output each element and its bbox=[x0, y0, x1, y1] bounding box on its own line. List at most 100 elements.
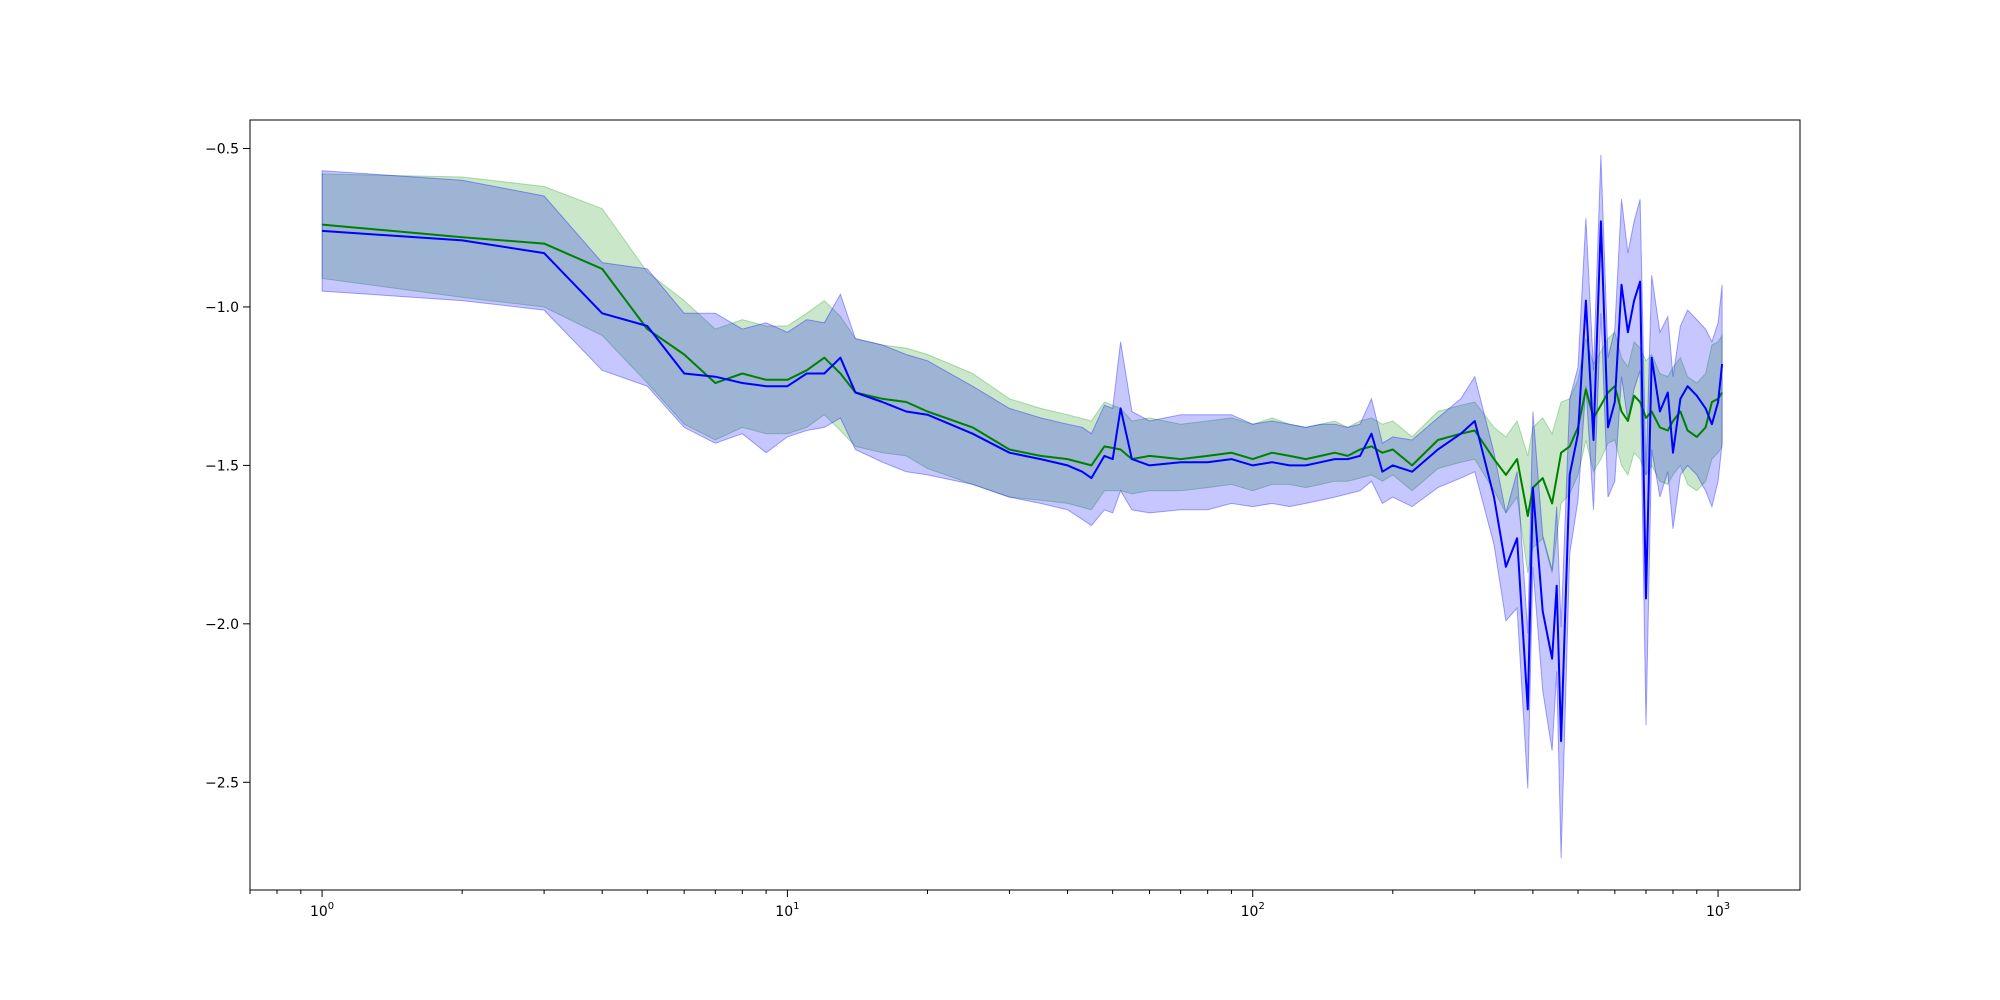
series-2-line bbox=[322, 220, 1724, 743]
series-1-point bbox=[1672, 420, 1674, 422]
series-2-point bbox=[1621, 284, 1623, 286]
series-1-point bbox=[321, 224, 323, 226]
series-2-point bbox=[1305, 465, 1307, 467]
series-2-point bbox=[1680, 398, 1682, 400]
series-1-point bbox=[840, 373, 842, 375]
series-1-point bbox=[1271, 452, 1273, 454]
series-2-band bbox=[321, 154, 1723, 859]
series-1-point bbox=[1527, 515, 1529, 517]
series-2-point bbox=[683, 373, 685, 375]
series-2-point bbox=[1560, 740, 1562, 742]
series-2-point bbox=[1252, 465, 1254, 467]
series-1-point bbox=[1252, 458, 1254, 460]
series-1-point bbox=[1659, 427, 1661, 429]
series-1-point bbox=[1231, 452, 1233, 454]
y-axis: −0.5 −1.0 −1.5 −2.0 −2.5 bbox=[205, 142, 250, 791]
series-2-point bbox=[1721, 363, 1723, 365]
series-2-point bbox=[1460, 433, 1462, 435]
series-1-point bbox=[461, 236, 463, 238]
series-2-point bbox=[1600, 221, 1602, 223]
series-1-point bbox=[1600, 404, 1602, 406]
series-1-point bbox=[1696, 436, 1698, 438]
series-1-point bbox=[1711, 401, 1713, 403]
series-2-point bbox=[927, 414, 929, 416]
series-2-point bbox=[1593, 439, 1595, 441]
series-2-point bbox=[1633, 300, 1635, 302]
series-2-point bbox=[1551, 658, 1553, 660]
series-2-point bbox=[1149, 465, 1151, 467]
series-2-point bbox=[1392, 465, 1394, 467]
series-1-point bbox=[1091, 465, 1093, 467]
series-1-point bbox=[882, 398, 884, 400]
series-1-point bbox=[1667, 430, 1669, 432]
series-1-point bbox=[1289, 455, 1291, 457]
series-2-point bbox=[1334, 458, 1336, 460]
series-1-point bbox=[1585, 389, 1587, 391]
series-1-point bbox=[1371, 446, 1373, 448]
series-1-point bbox=[1207, 455, 1209, 457]
series-1-point bbox=[1633, 395, 1635, 397]
series-2-point bbox=[1009, 452, 1011, 454]
series-1-point bbox=[1505, 474, 1507, 476]
series-2-point bbox=[1639, 281, 1641, 283]
series-1-point bbox=[683, 354, 685, 356]
series-2-point bbox=[1112, 458, 1114, 460]
series-2-point bbox=[1411, 471, 1413, 473]
series-2-point bbox=[1585, 300, 1587, 302]
series-2-point bbox=[1474, 420, 1476, 422]
series-2-point bbox=[824, 373, 826, 375]
series-lines bbox=[321, 220, 1724, 743]
series-2-point bbox=[1231, 458, 1233, 460]
series-2-point bbox=[1040, 458, 1042, 460]
y-tick-label: −1.5 bbox=[205, 458, 239, 474]
series-1-point bbox=[1493, 458, 1495, 460]
series-1-point bbox=[905, 401, 907, 403]
series-2-point bbox=[1320, 461, 1322, 463]
x-tick-label: 101 bbox=[775, 901, 799, 920]
series-1-point bbox=[1516, 458, 1518, 460]
confidence-bands bbox=[321, 154, 1723, 859]
series-2-point bbox=[742, 382, 744, 384]
series-1-point bbox=[1120, 449, 1122, 451]
series-2-point bbox=[321, 230, 323, 232]
series-2-point bbox=[855, 392, 857, 394]
series-2-point bbox=[1081, 471, 1083, 473]
series-1-point bbox=[1320, 455, 1322, 457]
series-1-point bbox=[543, 243, 545, 245]
series-2-point bbox=[765, 385, 767, 387]
series-2-point bbox=[1532, 487, 1534, 489]
series-1-point bbox=[1334, 452, 1336, 454]
series-1-point bbox=[1621, 411, 1623, 413]
y-tick-label: −1.0 bbox=[205, 300, 239, 316]
series-2-point bbox=[1505, 566, 1507, 568]
series-2-point bbox=[1717, 401, 1719, 403]
series-2-point bbox=[1645, 598, 1647, 600]
series-2-point bbox=[972, 433, 974, 435]
series-2-point bbox=[1382, 471, 1384, 473]
series-2-point bbox=[1527, 709, 1529, 711]
series-1-band bbox=[321, 173, 1723, 574]
series-1-point bbox=[1040, 455, 1042, 457]
series-1-point bbox=[1542, 477, 1544, 479]
series-1-point bbox=[1721, 392, 1723, 394]
series-2-point bbox=[1289, 465, 1291, 467]
series-2-point bbox=[1607, 427, 1609, 429]
series-1-point bbox=[1149, 455, 1151, 457]
series-1-point bbox=[1392, 449, 1394, 451]
series-1-point bbox=[1474, 430, 1476, 432]
series-1-point bbox=[1067, 458, 1069, 460]
series-2-point bbox=[647, 325, 649, 327]
series-1-point bbox=[601, 268, 603, 270]
series-2-point bbox=[1371, 433, 1373, 435]
series-1-point bbox=[1639, 401, 1641, 403]
x-tick-label: 103 bbox=[1706, 901, 1730, 920]
series-2-point bbox=[1705, 408, 1707, 410]
series-1-point bbox=[1551, 503, 1553, 505]
plot-frame bbox=[249, 119, 1801, 891]
series-2-point bbox=[1672, 452, 1674, 454]
series-1-point bbox=[1305, 458, 1307, 460]
series-1-point bbox=[1411, 465, 1413, 467]
series-1-point bbox=[1680, 411, 1682, 413]
